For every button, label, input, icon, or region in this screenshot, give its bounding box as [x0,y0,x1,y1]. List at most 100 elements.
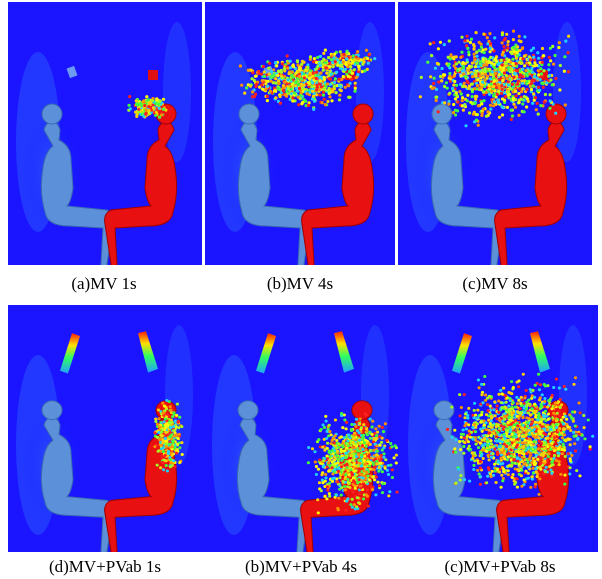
particle [551,83,554,86]
particle [395,462,398,465]
particle [539,383,542,386]
particle [489,50,492,53]
particle [322,423,325,426]
particle [128,95,131,98]
particle [531,418,534,421]
particle [534,421,537,424]
particle [525,433,528,436]
particle [578,474,581,477]
particle [348,70,351,73]
particle [533,79,536,82]
particle [350,429,353,432]
particle [512,46,515,49]
particle [572,431,575,434]
particle [452,103,455,106]
particle [356,62,359,65]
particle [455,62,458,65]
particle [181,453,184,456]
particle [165,445,168,448]
particle [177,420,180,423]
particle [498,471,501,474]
particle [360,473,363,476]
particle [478,472,481,475]
particle [349,65,352,68]
caption: (a)MV 1s [71,274,136,293]
particle [344,86,347,89]
particle [473,111,476,114]
particle [169,405,172,408]
particle [326,430,329,433]
particle [466,47,469,50]
particle [560,418,563,421]
particle [352,477,355,480]
particle [283,81,286,84]
particle [528,403,531,406]
particle [455,481,458,484]
particle [506,429,509,432]
particle [517,438,520,441]
particle [563,385,566,388]
caption: (c)MV+PVab 8s [444,557,555,576]
particle [371,420,374,423]
particle [479,466,482,469]
particle [313,100,316,103]
particle [503,99,506,102]
person-head [238,401,258,420]
particle [262,65,265,68]
particle [337,470,340,473]
person-head [42,104,62,124]
particle [529,441,532,444]
particle [471,451,474,454]
particle [164,454,167,457]
particle [486,110,489,113]
particle [519,430,522,433]
particle [522,453,525,456]
particle [472,43,475,46]
particle [528,457,531,460]
particle [504,406,507,409]
particle [523,396,526,399]
particle [527,451,530,454]
particle [142,100,145,103]
particle [362,423,365,426]
particle [328,424,331,427]
particle [261,88,264,91]
particle [426,61,429,64]
particle [482,64,485,67]
particle [325,72,328,75]
particle [513,458,516,461]
particle [513,480,516,483]
particle [363,459,366,462]
particle [356,496,359,499]
particle [546,428,549,431]
particle [253,95,256,98]
particle [497,393,500,396]
particle [578,401,581,404]
particle [559,473,562,476]
particle [345,427,348,430]
particle [500,92,503,95]
particle [457,468,460,471]
particle [488,395,491,398]
particle [342,446,345,449]
particle [337,497,340,500]
particle [561,452,564,455]
particle [466,99,469,102]
particle [420,76,423,79]
particle [485,115,488,118]
particle [567,70,570,73]
particle [338,476,341,479]
particle [517,385,520,388]
particle [372,461,375,464]
particle [335,439,338,442]
caption: (b)MV 4s [267,274,333,293]
particle [169,458,172,461]
particle [557,447,560,450]
particle [264,88,267,91]
particle [521,68,524,71]
particle [480,43,483,46]
particle [318,88,321,91]
particle [544,410,547,413]
particle [579,411,582,414]
particle [336,480,339,483]
